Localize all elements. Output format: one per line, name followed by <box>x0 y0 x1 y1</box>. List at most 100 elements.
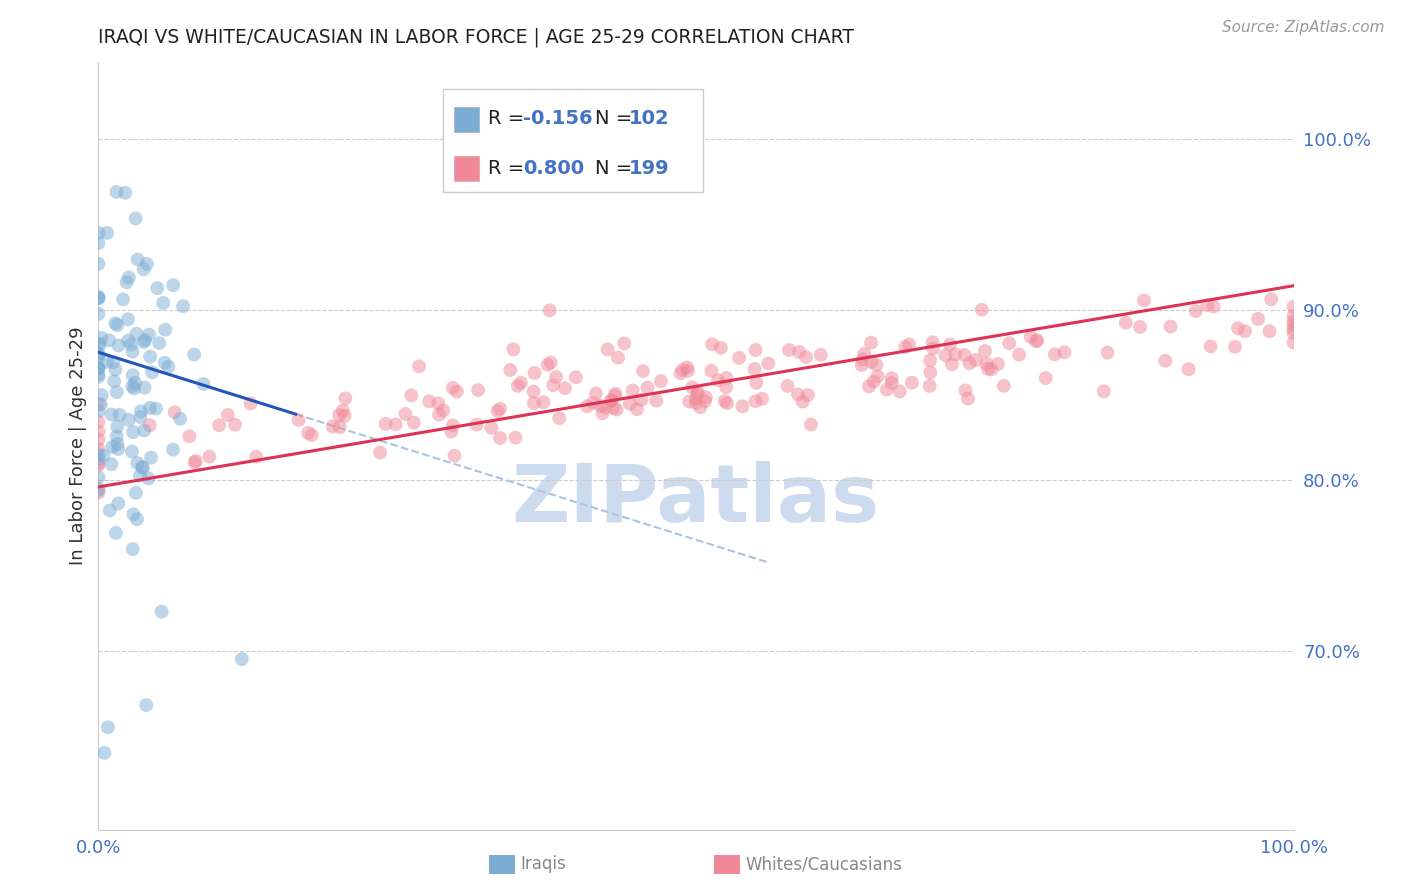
Point <box>606 402 628 417</box>
Text: 0.800: 0.800 <box>523 159 583 178</box>
Point <box>93 449 115 463</box>
Point <box>87 425 110 439</box>
Point <box>107 338 129 352</box>
Point <box>970 302 993 317</box>
Point <box>605 387 627 401</box>
Point <box>600 393 623 408</box>
Point <box>509 376 531 390</box>
Point <box>87 226 110 240</box>
Point <box>138 327 160 342</box>
Point <box>681 380 703 394</box>
Point <box>129 404 152 418</box>
Point <box>1282 326 1305 340</box>
Point <box>132 334 155 349</box>
Point <box>1260 293 1282 307</box>
Point <box>669 367 692 381</box>
Text: R =: R = <box>488 109 530 128</box>
Point <box>87 307 110 321</box>
Point <box>776 379 799 393</box>
Point <box>440 425 463 439</box>
Point <box>129 410 152 425</box>
Point <box>860 355 883 369</box>
Point <box>576 399 599 413</box>
Point <box>489 401 512 416</box>
Point <box>183 455 205 469</box>
Point <box>894 340 917 354</box>
Point <box>686 387 709 401</box>
Point <box>427 408 450 422</box>
Point <box>87 336 110 351</box>
Point <box>678 394 700 409</box>
Point <box>131 460 153 475</box>
Point <box>100 408 122 422</box>
Point <box>686 384 709 399</box>
Point <box>695 390 717 404</box>
Point <box>1282 335 1305 350</box>
Point <box>619 396 641 410</box>
Point <box>533 395 555 409</box>
Point <box>1177 362 1199 376</box>
Point <box>172 299 194 313</box>
Text: 199: 199 <box>628 159 669 178</box>
Point <box>792 394 814 409</box>
Point <box>139 401 162 415</box>
Point <box>621 384 644 398</box>
Point <box>1025 334 1047 349</box>
Point <box>98 334 121 348</box>
Point <box>301 428 323 442</box>
Point <box>607 351 630 365</box>
Point <box>980 362 1002 376</box>
Point <box>1282 314 1305 328</box>
Point <box>87 397 110 411</box>
Point <box>851 358 873 372</box>
Point <box>713 394 735 409</box>
Point <box>105 385 128 400</box>
Point <box>402 416 425 430</box>
Point <box>90 388 112 402</box>
Point <box>134 334 156 348</box>
Point <box>728 351 751 365</box>
Y-axis label: In Labor Force | Age 25-29: In Labor Force | Age 25-29 <box>69 326 87 566</box>
Point <box>117 334 139 348</box>
Point <box>716 371 738 385</box>
Point <box>592 406 614 420</box>
Point <box>87 361 110 376</box>
Point <box>87 415 110 429</box>
Point <box>523 396 546 410</box>
Point <box>87 292 110 306</box>
Point <box>87 291 110 305</box>
Point <box>107 496 129 510</box>
Point <box>101 355 124 369</box>
Point <box>122 425 145 439</box>
Text: Whites/Caucasians: Whites/Caucasians <box>745 855 903 873</box>
Point <box>889 384 911 399</box>
Point <box>702 337 724 351</box>
Point <box>941 358 963 372</box>
Point <box>322 419 344 434</box>
Point <box>565 370 588 384</box>
Point <box>650 374 672 388</box>
Point <box>87 347 110 361</box>
Point <box>943 347 966 361</box>
Text: IRAQI VS WHITE/CAUCASIAN IN LABOR FORCE | AGE 25-29 CORRELATION CHART: IRAQI VS WHITE/CAUCASIAN IN LABOR FORCE … <box>98 28 855 47</box>
Point <box>965 353 987 368</box>
Point <box>1129 320 1152 334</box>
Point <box>685 392 707 406</box>
Point <box>89 337 111 351</box>
Point <box>87 370 110 384</box>
Point <box>522 384 544 399</box>
Point <box>441 381 464 395</box>
Point <box>1247 311 1270 326</box>
Point <box>87 257 110 271</box>
Point <box>626 402 648 417</box>
Text: Source: ZipAtlas.com: Source: ZipAtlas.com <box>1222 20 1385 35</box>
Point <box>374 417 396 431</box>
Point <box>901 376 924 390</box>
Point <box>90 331 112 345</box>
Point <box>489 431 512 445</box>
Point <box>394 407 416 421</box>
Text: N =: N = <box>595 159 638 178</box>
Point <box>135 698 157 712</box>
Point <box>432 403 454 417</box>
Point <box>107 442 129 456</box>
